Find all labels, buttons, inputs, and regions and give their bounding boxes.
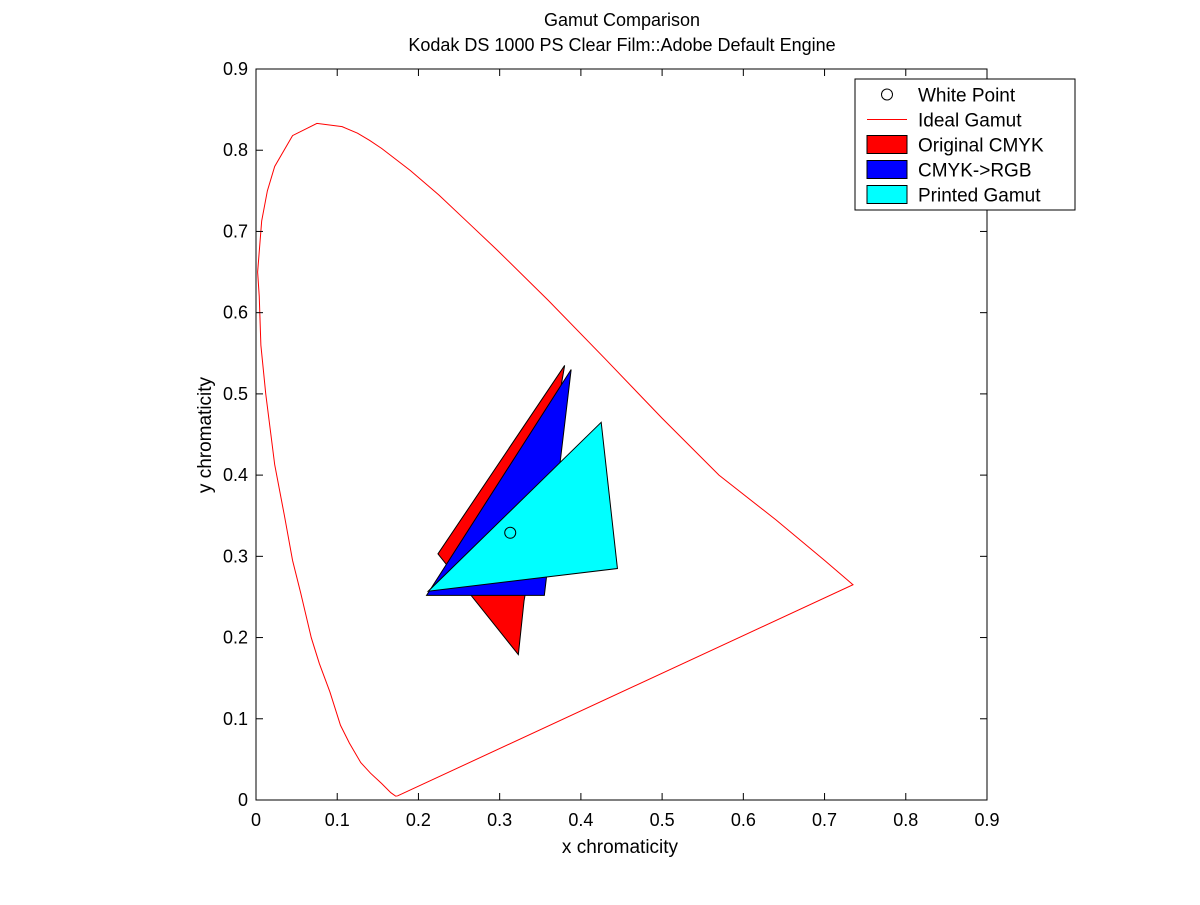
legend-cmyk-rgb-label: CMYK->RGB: [918, 161, 1032, 182]
x-tick-label: 0.8: [893, 810, 918, 830]
x-tick-label: 0.5: [650, 810, 675, 830]
x-tick-label: 0: [251, 810, 261, 830]
x-tick-label: 0.7: [812, 810, 837, 830]
x-tick-label: 0.9: [974, 810, 999, 830]
x-tick-label: 0.1: [325, 810, 350, 830]
y-tick-label: 0.1: [223, 709, 248, 729]
legend-white-point-label: White Point: [918, 86, 1016, 107]
x-tick-label: 0.4: [568, 810, 593, 830]
x-tick-label: 0.2: [406, 810, 431, 830]
y-tick-label: 0.6: [223, 303, 248, 323]
y-tick-label: 0.7: [223, 221, 248, 241]
legend-printed-gamut-label: Printed Gamut: [918, 186, 1041, 207]
chart-subtitle: Kodak DS 1000 PS Clear Film::Adobe Defau…: [408, 35, 835, 55]
legend-original-cmyk-label: Original CMYK: [918, 136, 1044, 157]
axes-box: [255, 68, 988, 801]
y-tick-label: 0.3: [223, 546, 248, 566]
white-point-marker: [504, 526, 517, 539]
legend-original-cmyk-swatch: [866, 135, 908, 154]
legend-white-point-marker: [881, 88, 893, 101]
ideal-gamut-line: [257, 122, 854, 797]
axes: 0 0.1 0.2 0.3 0.4 0.5 0.6 0.7 0.8 0.9 0 0.1 0.2 0.3 0.…: [223, 59, 1000, 830]
legend-ideal-gamut-label: Ideal Gamut: [918, 111, 1022, 132]
legend: White Point Ideal Gamut Original CMYK CMYK-…: [854, 78, 1076, 211]
legend-printed-gamut-swatch: [866, 185, 908, 204]
x-tick-label: 0.3: [487, 810, 512, 830]
plot-marks: [257, 122, 854, 797]
x-tick-label: 0.6: [731, 810, 756, 830]
y-tick-label: 0.9: [223, 59, 248, 79]
y-tick-label: 0.2: [223, 628, 248, 648]
y-axis-label: y chromaticity: [195, 376, 216, 493]
x-axis-label: x chromaticity: [562, 837, 679, 858]
y-tick-label: 0.5: [223, 384, 248, 404]
chart-title: Gamut Comparison: [544, 10, 700, 30]
legend-cmyk-rgb-swatch: [866, 160, 908, 179]
printed-gamut-polygon: [426, 421, 618, 592]
y-tick-label: 0: [238, 790, 248, 810]
y-tick-label: 0.4: [223, 465, 248, 485]
y-tick-label: 0.8: [223, 140, 248, 160]
